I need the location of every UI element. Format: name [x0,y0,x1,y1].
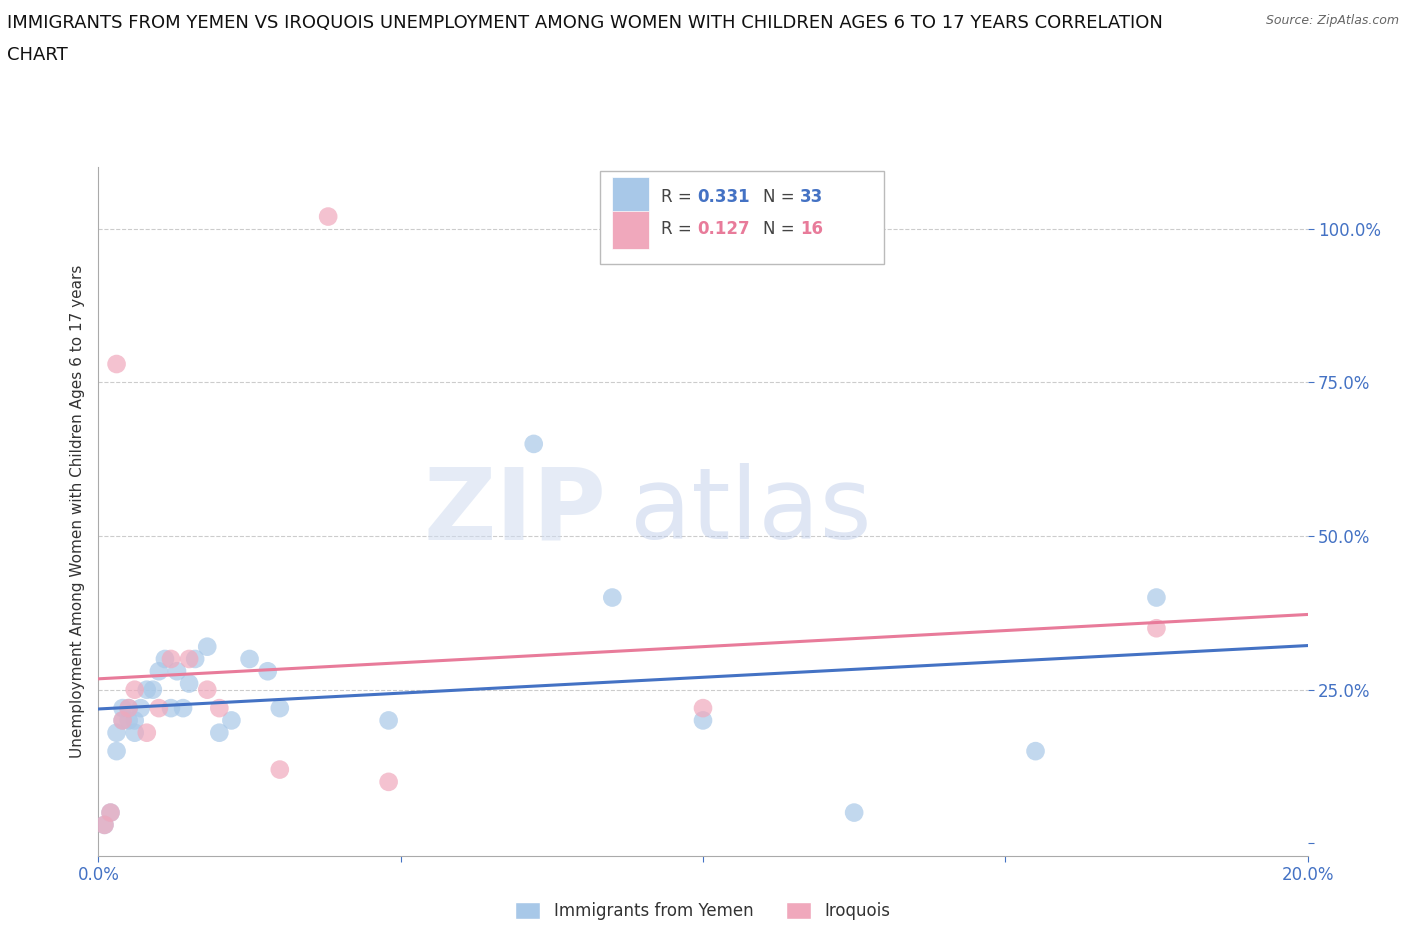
Point [135,683,157,698]
Point [1024,744,1046,759]
Point [111,713,134,728]
Point [239,652,262,667]
Text: 33: 33 [800,188,823,206]
Point [148,664,170,679]
Point [100,805,122,820]
Point [111,713,134,728]
Point [195,683,218,698]
Point [105,744,128,759]
Point [100,805,122,820]
Text: 16: 16 [800,220,823,238]
Point [111,700,134,715]
Point [692,700,714,715]
Point [153,652,176,667]
Point [105,356,128,371]
Text: N =: N = [763,220,800,238]
Point [177,652,201,667]
Text: CHART: CHART [7,46,67,64]
Point [118,713,141,728]
Point [377,713,399,728]
Point [124,713,146,728]
Point [148,700,170,715]
Point [166,664,188,679]
Point [93,817,115,832]
Point [160,700,183,715]
Point [1144,591,1167,605]
Point [221,713,243,728]
FancyBboxPatch shape [612,211,648,249]
Point [256,664,278,679]
Point [692,713,714,728]
Text: R =: R = [661,188,697,206]
Point [142,683,165,698]
Text: ZIP: ZIP [423,463,606,560]
Point [129,700,152,715]
Point [523,436,546,451]
Point [177,676,201,691]
Text: 0.331: 0.331 [697,188,749,206]
Point [118,700,141,715]
Text: Source: ZipAtlas.com: Source: ZipAtlas.com [1265,14,1399,27]
Point [172,700,194,715]
Point [160,652,183,667]
Point [1144,621,1167,636]
Point [124,725,146,740]
Text: N =: N = [763,188,800,206]
Point [269,763,291,777]
Point [184,652,207,667]
Legend: Immigrants from Yemen, Iroquois: Immigrants from Yemen, Iroquois [509,895,897,926]
Point [118,700,141,715]
Point [269,700,291,715]
Y-axis label: Unemployment Among Women with Children Ages 6 to 17 years: Unemployment Among Women with Children A… [69,265,84,758]
Point [377,775,399,790]
FancyBboxPatch shape [612,177,648,215]
Point [844,805,866,820]
Text: R =: R = [661,220,697,238]
Point [195,639,218,654]
Text: atlas: atlas [630,463,872,560]
Point [208,725,231,740]
Text: 0.127: 0.127 [697,220,749,238]
Point [602,591,624,605]
Point [208,700,231,715]
Point [105,725,128,740]
FancyBboxPatch shape [600,171,884,264]
Point [124,683,146,698]
Point [316,209,339,224]
Point [93,817,115,832]
Point [135,725,157,740]
Text: IMMIGRANTS FROM YEMEN VS IROQUOIS UNEMPLOYMENT AMONG WOMEN WITH CHILDREN AGES 6 : IMMIGRANTS FROM YEMEN VS IROQUOIS UNEMPL… [7,14,1163,32]
